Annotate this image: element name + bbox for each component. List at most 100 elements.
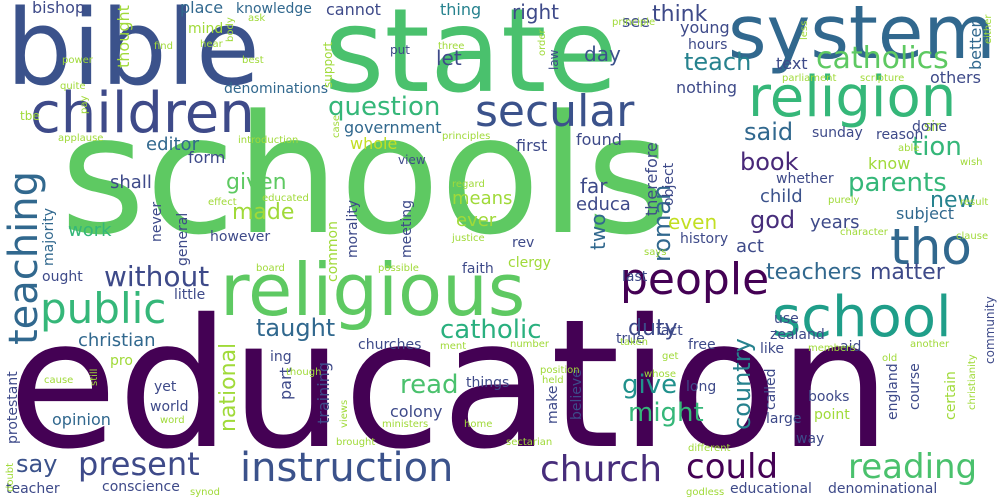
word-first: first	[516, 136, 548, 155]
word-sectarian: sectarian	[506, 437, 553, 448]
word-act: act	[736, 236, 764, 257]
word-text: text	[776, 54, 808, 73]
word-system: system	[728, 0, 996, 76]
word-ment: ment	[440, 341, 467, 352]
word-education: education	[8, 281, 892, 488]
word-able: able	[898, 143, 920, 154]
word-find: find	[154, 41, 173, 52]
word-long: long	[686, 379, 717, 395]
word-last: last	[622, 269, 648, 285]
word-character: character	[840, 227, 888, 238]
word-reason: reason	[876, 127, 924, 143]
word-aid: aid	[840, 339, 862, 355]
word-present: present	[78, 445, 200, 483]
word-therefore: therefore	[642, 142, 661, 216]
word-catholic: catholic	[440, 315, 542, 345]
word-members: members	[808, 343, 856, 354]
word-government: government	[344, 118, 442, 137]
word-ask: ask	[248, 13, 266, 24]
word-majority: majority	[41, 207, 57, 266]
word-thought: thought	[114, 5, 133, 68]
word-far: far	[580, 174, 608, 198]
word-either: either	[983, 14, 994, 44]
word-god: god	[750, 206, 796, 234]
word-two: two	[586, 213, 610, 250]
word-views: views	[339, 399, 350, 428]
word-given: given	[226, 170, 287, 195]
word-parliament: parliament	[782, 73, 837, 84]
word-board: board	[256, 263, 285, 274]
word-young: young	[680, 18, 730, 37]
word-things: things	[466, 375, 510, 391]
word-less: less	[799, 20, 810, 40]
word-law: law	[547, 49, 561, 70]
word-churches: churches	[358, 337, 422, 353]
word-cause: cause	[44, 375, 74, 386]
word-like: like	[760, 341, 785, 357]
word-support: support	[321, 41, 335, 88]
word-introduction: introduction	[238, 135, 299, 146]
word-called: called	[763, 368, 779, 410]
word-might: might	[628, 398, 704, 428]
word-catholics: catholics	[816, 41, 949, 76]
word-denominations: denominations	[224, 81, 329, 97]
word-think: think	[652, 2, 708, 27]
word-years: years	[810, 212, 860, 233]
word-nothing: nothing	[676, 78, 738, 97]
word-clause: clause	[956, 231, 989, 242]
word-home: home	[464, 419, 493, 430]
word-religion: religion	[748, 65, 957, 130]
word-applause: applause	[58, 133, 104, 144]
word-state: state	[324, 0, 618, 119]
word-best: best	[242, 55, 264, 66]
word-new: new	[930, 188, 976, 213]
word-let: let	[436, 46, 462, 70]
word-educational: educational	[730, 481, 812, 497]
word-matter: matter	[870, 260, 945, 285]
word-way: way	[796, 431, 825, 447]
word-subject: subject	[896, 204, 954, 223]
word-work: work	[68, 220, 112, 241]
word-see: see	[622, 12, 651, 31]
word-history: history	[680, 231, 729, 247]
word-different: different	[688, 443, 731, 454]
word-case: case	[331, 115, 342, 138]
word-book: book	[740, 148, 799, 176]
word-make: make	[545, 385, 561, 424]
word-christianity: christianity	[967, 354, 978, 410]
word-tion: tion	[912, 132, 962, 162]
word-get: get	[662, 351, 679, 362]
word-world: world	[150, 399, 189, 415]
word-better: better	[966, 21, 985, 70]
word-england: england	[885, 363, 901, 420]
word-whose: whose	[644, 369, 676, 380]
word-wish: wish	[960, 157, 983, 168]
word-know: know	[868, 154, 911, 173]
word-number: number	[510, 339, 550, 350]
word-large: large	[766, 411, 802, 427]
word-day: day	[584, 42, 621, 66]
word-regard: regard	[452, 179, 485, 190]
word-tbe: tbe	[20, 109, 40, 123]
word-knowledge: knowledge	[236, 1, 312, 17]
word-view: view	[398, 153, 426, 167]
word-religious: religious	[220, 248, 526, 332]
word-form: form	[188, 148, 226, 167]
word-public: public	[40, 284, 167, 333]
word-certain: certain	[943, 371, 959, 420]
word-conscience: conscience	[102, 479, 180, 495]
word-children: children	[30, 81, 255, 146]
word-denominational: denominational	[828, 481, 938, 497]
word-mind: mind	[188, 21, 224, 37]
word-educated: educated	[262, 193, 309, 204]
word-sir: sir	[924, 119, 941, 135]
word-colony: colony	[390, 402, 443, 421]
word-another: another	[910, 339, 950, 350]
word-read: read	[400, 370, 459, 400]
word-country: country	[728, 338, 756, 430]
word-ought: ought	[42, 269, 83, 285]
word-bible: bible	[6, 0, 260, 109]
word-meeting: meeting	[399, 199, 415, 258]
word-christian: christian	[78, 330, 156, 351]
